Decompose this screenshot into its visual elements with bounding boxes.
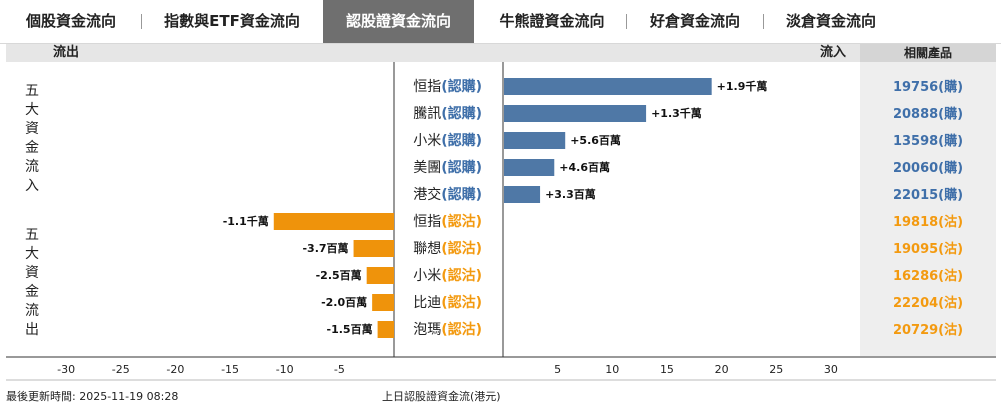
bar-value-label: -2.0百萬 bbox=[321, 295, 367, 309]
tab-separator bbox=[626, 14, 627, 29]
x-tick-label: -10 bbox=[276, 363, 294, 376]
x-tick-label: -5 bbox=[334, 363, 345, 376]
x-tick-label: -30 bbox=[57, 363, 75, 376]
bar-value-label: +1.9千萬 bbox=[717, 79, 768, 93]
category-label: 聯想(認沽) bbox=[413, 240, 482, 257]
x-tick-label: 30 bbox=[824, 363, 838, 376]
tab-index-etf-flow[interactable]: 指數與ETF資金流向 bbox=[164, 12, 300, 30]
category-label: 騰訊(認購) bbox=[413, 105, 482, 122]
inflow-header: 流入 bbox=[820, 45, 847, 60]
bar-inflow bbox=[504, 186, 541, 203]
related-product-link[interactable]: 20060(購) bbox=[893, 160, 963, 176]
x-tick-label: -20 bbox=[166, 363, 184, 376]
x-tick-label: 25 bbox=[769, 363, 783, 376]
bar-inflow bbox=[504, 78, 712, 95]
bar-outflow bbox=[372, 294, 394, 311]
related-product-link[interactable]: 19818(沽) bbox=[893, 214, 963, 230]
bar-value-label: -1.1千萬 bbox=[223, 214, 269, 228]
bar-value-label: -2.5百萬 bbox=[316, 268, 362, 282]
inflow-section-label: 五大資金流入 bbox=[25, 83, 39, 194]
related-product-link[interactable]: 16286(沽) bbox=[893, 268, 963, 284]
related-products-header: 相關產品 bbox=[860, 44, 996, 62]
bar-value-label: -3.7百萬 bbox=[302, 241, 348, 255]
related-product-link[interactable]: 22204(沽) bbox=[893, 295, 963, 311]
related-product-link[interactable]: 20888(購) bbox=[893, 106, 963, 122]
bar-value-label: +5.6百萬 bbox=[570, 133, 621, 147]
outflow-section-label: 五大資金流出 bbox=[25, 227, 39, 338]
x-tick-label: 10 bbox=[605, 363, 619, 376]
tab-cbbc-flow[interactable]: 牛熊證資金流向 bbox=[499, 12, 605, 30]
chart-caption: 上日認股證資金流(港元) bbox=[382, 390, 501, 403]
category-label: 泡瑪(認沽) bbox=[413, 321, 482, 338]
bar-inflow bbox=[504, 132, 566, 149]
related-products-column bbox=[860, 62, 996, 356]
bar-value-label: +4.6百萬 bbox=[559, 160, 610, 174]
bar-outflow bbox=[273, 213, 394, 230]
tab-separator bbox=[763, 14, 764, 29]
outflow-header: 流出 bbox=[53, 45, 80, 60]
tab-warrant-flow[interactable]: 認股證資金流向 bbox=[323, 0, 474, 43]
x-tick-label: 15 bbox=[660, 363, 674, 376]
related-product-link[interactable]: 19095(沽) bbox=[893, 241, 963, 257]
tab-long-flow[interactable]: 好倉資金流向 bbox=[649, 12, 740, 30]
chart-header: 流出 流入 相關產品 bbox=[6, 44, 996, 62]
bar-value-label: +3.3百萬 bbox=[545, 187, 596, 201]
tab-bar: 個股資金流向 指數與ETF資金流向 認股證資金流向 牛熊證資金流向 好倉資金流向… bbox=[0, 0, 1001, 44]
category-label: 恒指(認購) bbox=[413, 78, 482, 95]
related-product-link[interactable]: 20729(沽) bbox=[893, 322, 963, 338]
bar-outflow bbox=[377, 321, 394, 338]
x-tick-label: 20 bbox=[715, 363, 729, 376]
category-label: 港交(認購) bbox=[413, 186, 482, 203]
bar-outflow bbox=[353, 240, 394, 257]
category-label: 小米(認購) bbox=[413, 132, 482, 149]
category-label: 恒指(認沽) bbox=[413, 213, 482, 230]
category-label: 小米(認沽) bbox=[413, 267, 482, 284]
related-product-link[interactable]: 22015(購) bbox=[893, 187, 963, 203]
tab-stock-flow[interactable]: 個股資金流向 bbox=[25, 12, 116, 30]
tab-separator bbox=[141, 14, 142, 29]
category-label: 比迪(認沽) bbox=[413, 294, 482, 311]
x-tick-label: -25 bbox=[112, 363, 130, 376]
last-updated: 最後更新時間: 2025-11-19 08:28 bbox=[6, 390, 179, 403]
tab-short-flow[interactable]: 淡倉資金流向 bbox=[785, 12, 876, 30]
bar-outflow bbox=[366, 267, 394, 284]
related-product-link[interactable]: 19756(購) bbox=[893, 79, 963, 95]
x-tick-label: 5 bbox=[554, 363, 561, 376]
category-label: 美團(認購) bbox=[413, 159, 482, 176]
bar-inflow bbox=[504, 159, 555, 176]
bar-inflow bbox=[504, 105, 647, 122]
bar-value-label: +1.3千萬 bbox=[651, 106, 702, 120]
related-product-link[interactable]: 13598(購) bbox=[893, 133, 963, 149]
x-tick-label: -15 bbox=[221, 363, 239, 376]
bar-value-label: -1.5百萬 bbox=[327, 322, 373, 336]
